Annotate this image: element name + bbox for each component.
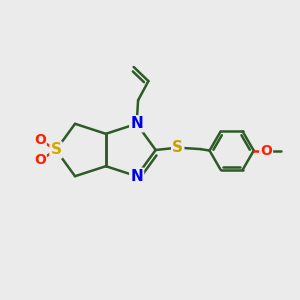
Text: N: N bbox=[130, 169, 143, 184]
Text: O: O bbox=[34, 153, 46, 167]
Text: O: O bbox=[260, 144, 272, 158]
Text: O: O bbox=[34, 133, 46, 147]
Text: S: S bbox=[172, 140, 183, 155]
Text: S: S bbox=[50, 142, 62, 158]
Text: N: N bbox=[130, 116, 143, 131]
